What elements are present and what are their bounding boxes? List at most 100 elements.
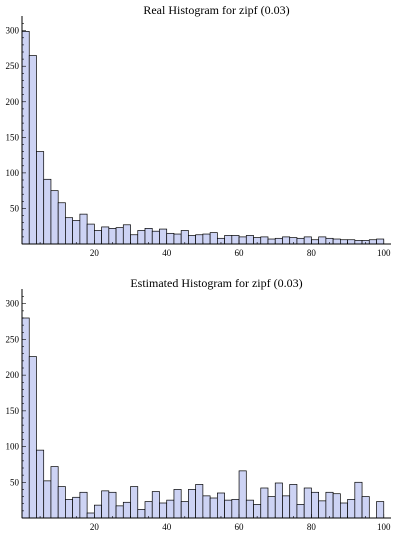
histogram-bar bbox=[101, 226, 110, 245]
histogram-bar bbox=[224, 499, 233, 519]
histogram-bar bbox=[202, 495, 211, 519]
histogram-bar bbox=[79, 213, 88, 245]
histogram-bar bbox=[368, 239, 377, 245]
histogram-bar bbox=[130, 486, 139, 519]
histogram-bar bbox=[115, 505, 124, 519]
y-tick-label: 50 bbox=[10, 203, 20, 213]
histogram-bar bbox=[318, 236, 327, 245]
histogram-bar bbox=[50, 466, 59, 519]
bars bbox=[21, 317, 385, 519]
histogram-bar bbox=[347, 239, 356, 245]
histogram-bar bbox=[94, 230, 102, 245]
histogram-bar bbox=[94, 504, 102, 519]
y-tick-label: 300 bbox=[6, 299, 20, 309]
histogram-bar bbox=[166, 499, 175, 519]
histogram-bar bbox=[202, 233, 211, 245]
y-tick-label: 50 bbox=[10, 477, 20, 487]
histogram-bar bbox=[122, 224, 131, 245]
histogram-bar bbox=[151, 491, 160, 519]
histogram-bar bbox=[65, 217, 73, 245]
histogram-bar bbox=[28, 356, 37, 519]
histogram-bar bbox=[354, 481, 363, 519]
histogram-bar bbox=[325, 491, 334, 519]
histogram-bar bbox=[144, 228, 153, 245]
histogram-bar bbox=[245, 235, 254, 245]
histogram-bar bbox=[72, 220, 81, 245]
histogram-bar bbox=[274, 482, 283, 519]
histogram-bar bbox=[144, 501, 153, 519]
histogram-bar bbox=[296, 504, 305, 519]
chart-title: Estimated Histogram for zipf (0.03) bbox=[130, 276, 302, 290]
y-tick-label: 200 bbox=[6, 370, 20, 380]
histogram-bar bbox=[57, 486, 66, 519]
histogram-bar bbox=[28, 55, 37, 245]
histogram-bar bbox=[376, 238, 385, 245]
x-tick-label: 40 bbox=[162, 248, 172, 258]
histogram-bar bbox=[282, 495, 291, 519]
histogram-bar bbox=[217, 492, 225, 519]
y-tick-label: 300 bbox=[6, 26, 20, 36]
x-tick-label: 80 bbox=[307, 522, 317, 532]
histogram-bar bbox=[72, 496, 81, 519]
y-tick-label: 250 bbox=[6, 61, 20, 71]
histogram-bar bbox=[260, 236, 269, 245]
histogram-bar bbox=[130, 234, 139, 245]
histogram-bar bbox=[36, 151, 45, 245]
histogram-bar bbox=[108, 228, 117, 245]
histogram-bar bbox=[274, 237, 283, 245]
histogram-bar bbox=[195, 484, 204, 519]
x-tick-label: 60 bbox=[235, 248, 245, 258]
histogram-bar bbox=[332, 238, 341, 245]
x-tick-label: 20 bbox=[90, 522, 100, 532]
y-tick-label: 150 bbox=[6, 132, 20, 142]
y-tick-label: 250 bbox=[6, 334, 20, 344]
histogram-bar bbox=[209, 232, 218, 245]
histogram-bar bbox=[260, 487, 269, 519]
histogram-bar bbox=[79, 491, 88, 519]
x-tick-label: 20 bbox=[90, 248, 100, 258]
histogram-bar bbox=[57, 202, 66, 245]
histogram-bar bbox=[209, 497, 218, 519]
histogram-bar bbox=[137, 230, 146, 245]
histogram-bar bbox=[166, 232, 175, 245]
chart-title: Real Histogram for zipf (0.03) bbox=[143, 3, 289, 17]
x-tick-label: 40 bbox=[162, 522, 172, 532]
x-tick-label: 100 bbox=[377, 248, 391, 258]
histogram-bar bbox=[188, 235, 196, 245]
histogram-bar bbox=[43, 480, 52, 519]
histogram-bar bbox=[159, 228, 168, 245]
histogram-bar bbox=[238, 236, 247, 245]
bars bbox=[21, 31, 385, 245]
y-tick-label: 100 bbox=[6, 168, 20, 178]
histogram-bar bbox=[303, 236, 312, 245]
histogram-bar bbox=[21, 31, 30, 245]
histogram-bar bbox=[36, 449, 45, 519]
histogram-bar bbox=[195, 234, 204, 245]
histogram-bar bbox=[86, 512, 95, 519]
x-tick-label: 80 bbox=[307, 248, 317, 258]
histogram-bar bbox=[318, 500, 327, 519]
x-tick-label: 60 bbox=[235, 522, 245, 532]
histogram-bar bbox=[180, 501, 189, 519]
histogram-bar bbox=[311, 491, 319, 519]
histogram-bar bbox=[159, 502, 168, 519]
histogram-bar bbox=[122, 501, 131, 519]
x-tick-label: 100 bbox=[377, 522, 391, 532]
histogram-bar bbox=[347, 499, 356, 519]
histogram-bar bbox=[354, 240, 363, 245]
histogram-bar bbox=[311, 239, 319, 245]
y-tick-label: 150 bbox=[6, 406, 20, 416]
histogram-bar bbox=[50, 190, 59, 245]
histogram-bar bbox=[173, 489, 182, 519]
histogram-bar bbox=[173, 233, 182, 245]
histogram-bar bbox=[289, 484, 298, 519]
histogram-bar bbox=[296, 237, 305, 245]
histogram-bar bbox=[267, 238, 276, 245]
histogram-bar bbox=[376, 501, 385, 519]
histogram-bar bbox=[245, 499, 254, 519]
histogram-bar bbox=[238, 470, 247, 519]
histogram-bar bbox=[151, 230, 160, 245]
histogram-bar bbox=[137, 509, 146, 519]
